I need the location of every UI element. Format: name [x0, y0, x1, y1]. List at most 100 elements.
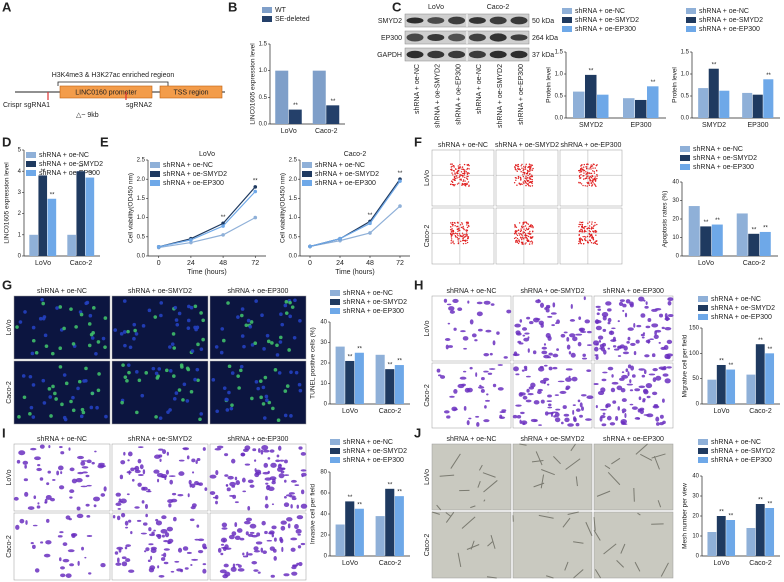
- event-dot: [456, 228, 459, 231]
- event-dot: [519, 230, 522, 233]
- event-dot: [528, 233, 531, 235]
- nucleus: [185, 399, 190, 403]
- event-dot: [523, 171, 525, 174]
- cell-blob: [290, 504, 293, 509]
- nucleus: [96, 340, 101, 344]
- event-dot: [451, 229, 453, 231]
- cell-blob: [638, 385, 646, 389]
- nucleus: [103, 345, 107, 349]
- tube: [450, 453, 461, 469]
- cell-blob: [81, 466, 89, 469]
- cell-blob: [506, 309, 512, 314]
- nucleus: [31, 338, 36, 343]
- nucleus: [174, 318, 179, 322]
- cell-blob: [475, 415, 480, 418]
- legend-swatch: [150, 162, 160, 168]
- bar: [385, 488, 395, 556]
- cell-blob: [50, 497, 55, 502]
- cell-blob: [229, 494, 235, 497]
- legend-label: shRNA + oe-SMYD2: [575, 17, 639, 24]
- event-dot: [522, 174, 524, 176]
- cell-blob: [57, 465, 64, 471]
- event-dot: [453, 165, 455, 167]
- cell-blob: [162, 449, 167, 455]
- cell-blob: [518, 342, 524, 345]
- column-header: shRNA + oe-EP300: [228, 436, 289, 443]
- cell-blob: [202, 563, 207, 566]
- event-dot: [456, 236, 459, 239]
- cell-blob: [270, 462, 277, 468]
- cell-blob: [471, 333, 477, 338]
- event-dot: [579, 171, 581, 173]
- cell-blob: [448, 306, 455, 311]
- nucleus: [127, 370, 131, 375]
- y-tick-label: 1.0: [289, 215, 298, 221]
- bracket: [57, 81, 169, 86]
- cell-blob: [209, 491, 216, 496]
- cell-blob: [436, 368, 441, 373]
- lane-label: shRNA + oe-SMYD2: [497, 64, 504, 128]
- cell-blob: [71, 478, 78, 484]
- nucleus: [171, 332, 176, 336]
- event-dot: [462, 239, 464, 242]
- nucleus: [122, 330, 127, 334]
- y-tick-label: 2: [18, 211, 22, 217]
- cell-blob: [295, 528, 302, 534]
- legend-swatch: [330, 457, 340, 463]
- bar: [647, 86, 659, 118]
- cell-blob: [253, 546, 259, 551]
- bar: [573, 91, 585, 118]
- cell-blob: [91, 461, 95, 465]
- cell-blob: [545, 308, 550, 313]
- y-tick-label: 0.0: [555, 116, 564, 122]
- event-dot: [581, 223, 583, 226]
- tube: [436, 504, 442, 511]
- cell-blob: [645, 339, 651, 344]
- cell-blob: [209, 474, 217, 479]
- cell-blob: [612, 336, 616, 342]
- cell-blob: [247, 533, 254, 537]
- nucleus: [94, 351, 98, 356]
- cell-blob: [85, 503, 90, 507]
- event-dot: [524, 243, 526, 245]
- cell-blob: [548, 352, 553, 356]
- cell-blob: [77, 471, 84, 475]
- cell-blob: [56, 470, 60, 476]
- cell-blob: [663, 345, 669, 350]
- cell-blob: [115, 492, 122, 497]
- cell-blob: [163, 540, 169, 543]
- event-dot: [588, 230, 591, 232]
- cell-blob: [569, 333, 576, 338]
- cell-blob: [154, 454, 161, 459]
- legend-label: shRNA + oe-EP300: [343, 457, 404, 464]
- cell-blob: [301, 474, 304, 478]
- cell-blob: [623, 345, 628, 351]
- nucleus: [82, 379, 86, 383]
- nucleus: [187, 304, 191, 309]
- event-dot: [591, 180, 593, 182]
- nucleus: [270, 341, 274, 345]
- event-dot: [520, 165, 522, 167]
- nucleus: [60, 402, 64, 407]
- event-dot: [591, 226, 593, 228]
- cell-blob: [117, 557, 120, 563]
- cell-blob: [177, 493, 184, 497]
- cell-blob: [523, 337, 530, 342]
- cell-blob: [93, 504, 97, 508]
- event-dot: [529, 181, 532, 183]
- significance: **: [758, 498, 763, 504]
- column-header: shRNA + oe-SMYD2: [128, 436, 192, 443]
- event-dot: [518, 183, 521, 185]
- event-dot: [450, 231, 453, 233]
- event-dot: [451, 223, 453, 225]
- event-dot: [518, 222, 521, 224]
- event-dot: [579, 223, 582, 226]
- nucleus: [84, 366, 88, 371]
- cell-blob: [103, 486, 107, 492]
- bar: [765, 508, 775, 556]
- cell-blob: [273, 556, 277, 561]
- cell-blob: [667, 300, 672, 306]
- cell-blob: [605, 403, 611, 408]
- event-dot: [514, 224, 516, 226]
- event-dot: [454, 173, 456, 175]
